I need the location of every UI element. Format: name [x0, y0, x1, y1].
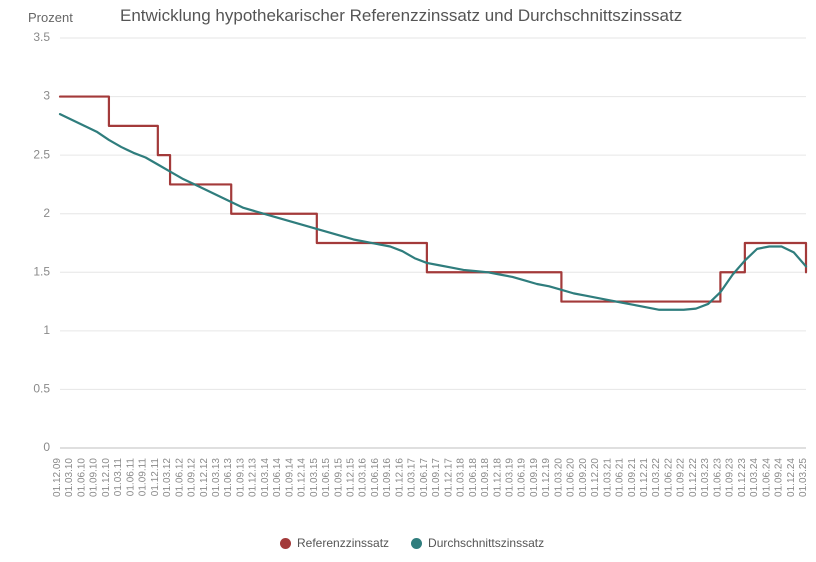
- x-tick-label: 01.06.16: [370, 458, 381, 497]
- x-tick-label: 01.12.13: [248, 458, 259, 497]
- x-tick-label: 01.12.10: [101, 458, 112, 497]
- x-tick-label: 01.06.21: [615, 458, 626, 497]
- x-tick-label: 01.09.24: [774, 458, 785, 497]
- x-tick-label: 01.03.23: [700, 458, 711, 497]
- x-tick-label: 01.03.10: [64, 458, 75, 497]
- x-tick-label: 01.09.14: [284, 458, 295, 497]
- x-tick-label: 01.12.21: [639, 458, 650, 497]
- x-tick-label: 01.09.11: [138, 458, 149, 497]
- x-tick-label: 01.12.17: [443, 458, 454, 497]
- x-tick-label: 01.03.24: [749, 458, 760, 497]
- legend-swatch-1: [411, 538, 422, 549]
- x-tick-label: 01.06.20: [566, 458, 577, 497]
- x-tick-label: 01.06.22: [663, 458, 674, 497]
- svg-text:3: 3: [43, 89, 50, 103]
- legend-item-1: Durchschnittszinssatz: [411, 536, 544, 550]
- x-tick-label: 01.09.20: [578, 458, 589, 497]
- x-tick-label: 01.03.13: [211, 458, 222, 497]
- x-tick-label: 01.12.24: [786, 458, 797, 497]
- y-axis-title: Prozent: [28, 10, 73, 25]
- x-tick-label: 01.12.20: [590, 458, 601, 497]
- series-line-0: [60, 97, 806, 302]
- x-tick-label: 01.12.09: [52, 458, 63, 497]
- svg-text:0.5: 0.5: [33, 382, 50, 396]
- x-tick-label: 01.06.14: [272, 458, 283, 497]
- x-tick-label: 01.12.15: [346, 458, 357, 497]
- svg-text:3.5: 3.5: [33, 30, 50, 44]
- x-tick-label: 01.09.19: [529, 458, 540, 497]
- x-tick-label: 01.06.23: [712, 458, 723, 497]
- x-tick-label: 01.06.10: [76, 458, 87, 497]
- x-tick-label: 01.06.12: [174, 458, 185, 497]
- x-tick-label: 01.06.13: [223, 458, 234, 497]
- x-tick-label: 01.03.16: [358, 458, 369, 497]
- x-tick-label: 01.03.11: [113, 458, 124, 497]
- chart-svg: 0 0.5 1 1.5 2 2.5 3 3.5 01.12.0901.03.1001.06.10…: [0, 0, 816, 520]
- x-tick-label: 01.03.20: [553, 458, 564, 497]
- chart-title: Entwicklung hypothekarischer Referenzzin…: [120, 6, 682, 26]
- x-tick-label: 01.09.21: [627, 458, 638, 497]
- x-tick-label: 01.06.11: [125, 458, 136, 497]
- x-tick-label: 01.03.18: [456, 458, 467, 497]
- x-tick-label: 01.03.21: [602, 458, 613, 497]
- x-tick-label: 01.03.22: [651, 458, 662, 497]
- x-tick-label: 01.06.15: [321, 458, 332, 497]
- x-tick-label: 01.03.17: [407, 458, 418, 497]
- x-tick-label: 01.03.19: [504, 458, 515, 497]
- x-tick-label: 01.06.18: [468, 458, 479, 497]
- x-tick-label: 01.12.19: [541, 458, 552, 497]
- x-tick-label: 01.12.16: [394, 458, 405, 497]
- legend-swatch-0: [280, 538, 291, 549]
- x-tick-label: 01.09.16: [382, 458, 393, 497]
- svg-text:2.5: 2.5: [33, 147, 50, 161]
- x-tick-label: 01.09.18: [480, 458, 491, 497]
- legend: Referenzzinssatz Durchschnittszinssatz: [280, 536, 544, 550]
- x-tick-label: 01.12.12: [199, 458, 210, 497]
- legend-label-1: Durchschnittszinssatz: [428, 536, 544, 550]
- x-tick-label: 01.12.18: [492, 458, 503, 497]
- series-line-1: [60, 114, 806, 310]
- x-tick-label: 01.12.11: [150, 458, 161, 497]
- legend-label-0: Referenzzinssatz: [297, 536, 389, 550]
- svg-text:0: 0: [43, 440, 50, 454]
- x-tick-label: 01.06.17: [419, 458, 430, 497]
- svg-text:1: 1: [43, 323, 50, 337]
- x-tick-label: 01.09.17: [431, 458, 442, 497]
- svg-text:1.5: 1.5: [33, 264, 50, 278]
- x-tick-label: 01.03.15: [309, 458, 320, 497]
- x-tick-label: 01.12.14: [297, 458, 308, 497]
- svg-text:2: 2: [43, 206, 50, 220]
- legend-item-0: Referenzzinssatz: [280, 536, 389, 550]
- x-tick-label: 01.12.23: [737, 458, 748, 497]
- x-tick-label: 01.03.25: [798, 458, 809, 497]
- chart-container: Prozent Entwicklung hypothekarischer Ref…: [0, 0, 816, 562]
- x-tick-label: 01.09.12: [187, 458, 198, 497]
- x-tick-label: 01.09.10: [89, 458, 100, 497]
- x-tick-label: 01.09.13: [235, 458, 246, 497]
- x-tick-label: 01.06.24: [761, 458, 772, 497]
- x-tick-label: 01.09.22: [676, 458, 687, 497]
- x-tick-label: 01.09.15: [333, 458, 344, 497]
- x-tick-label: 01.03.12: [162, 458, 173, 497]
- x-tick-label: 01.03.14: [260, 458, 271, 497]
- x-tick-label: 01.06.19: [517, 458, 528, 497]
- x-tick-label: 01.09.23: [725, 458, 736, 497]
- x-tick-label: 01.12.22: [688, 458, 699, 497]
